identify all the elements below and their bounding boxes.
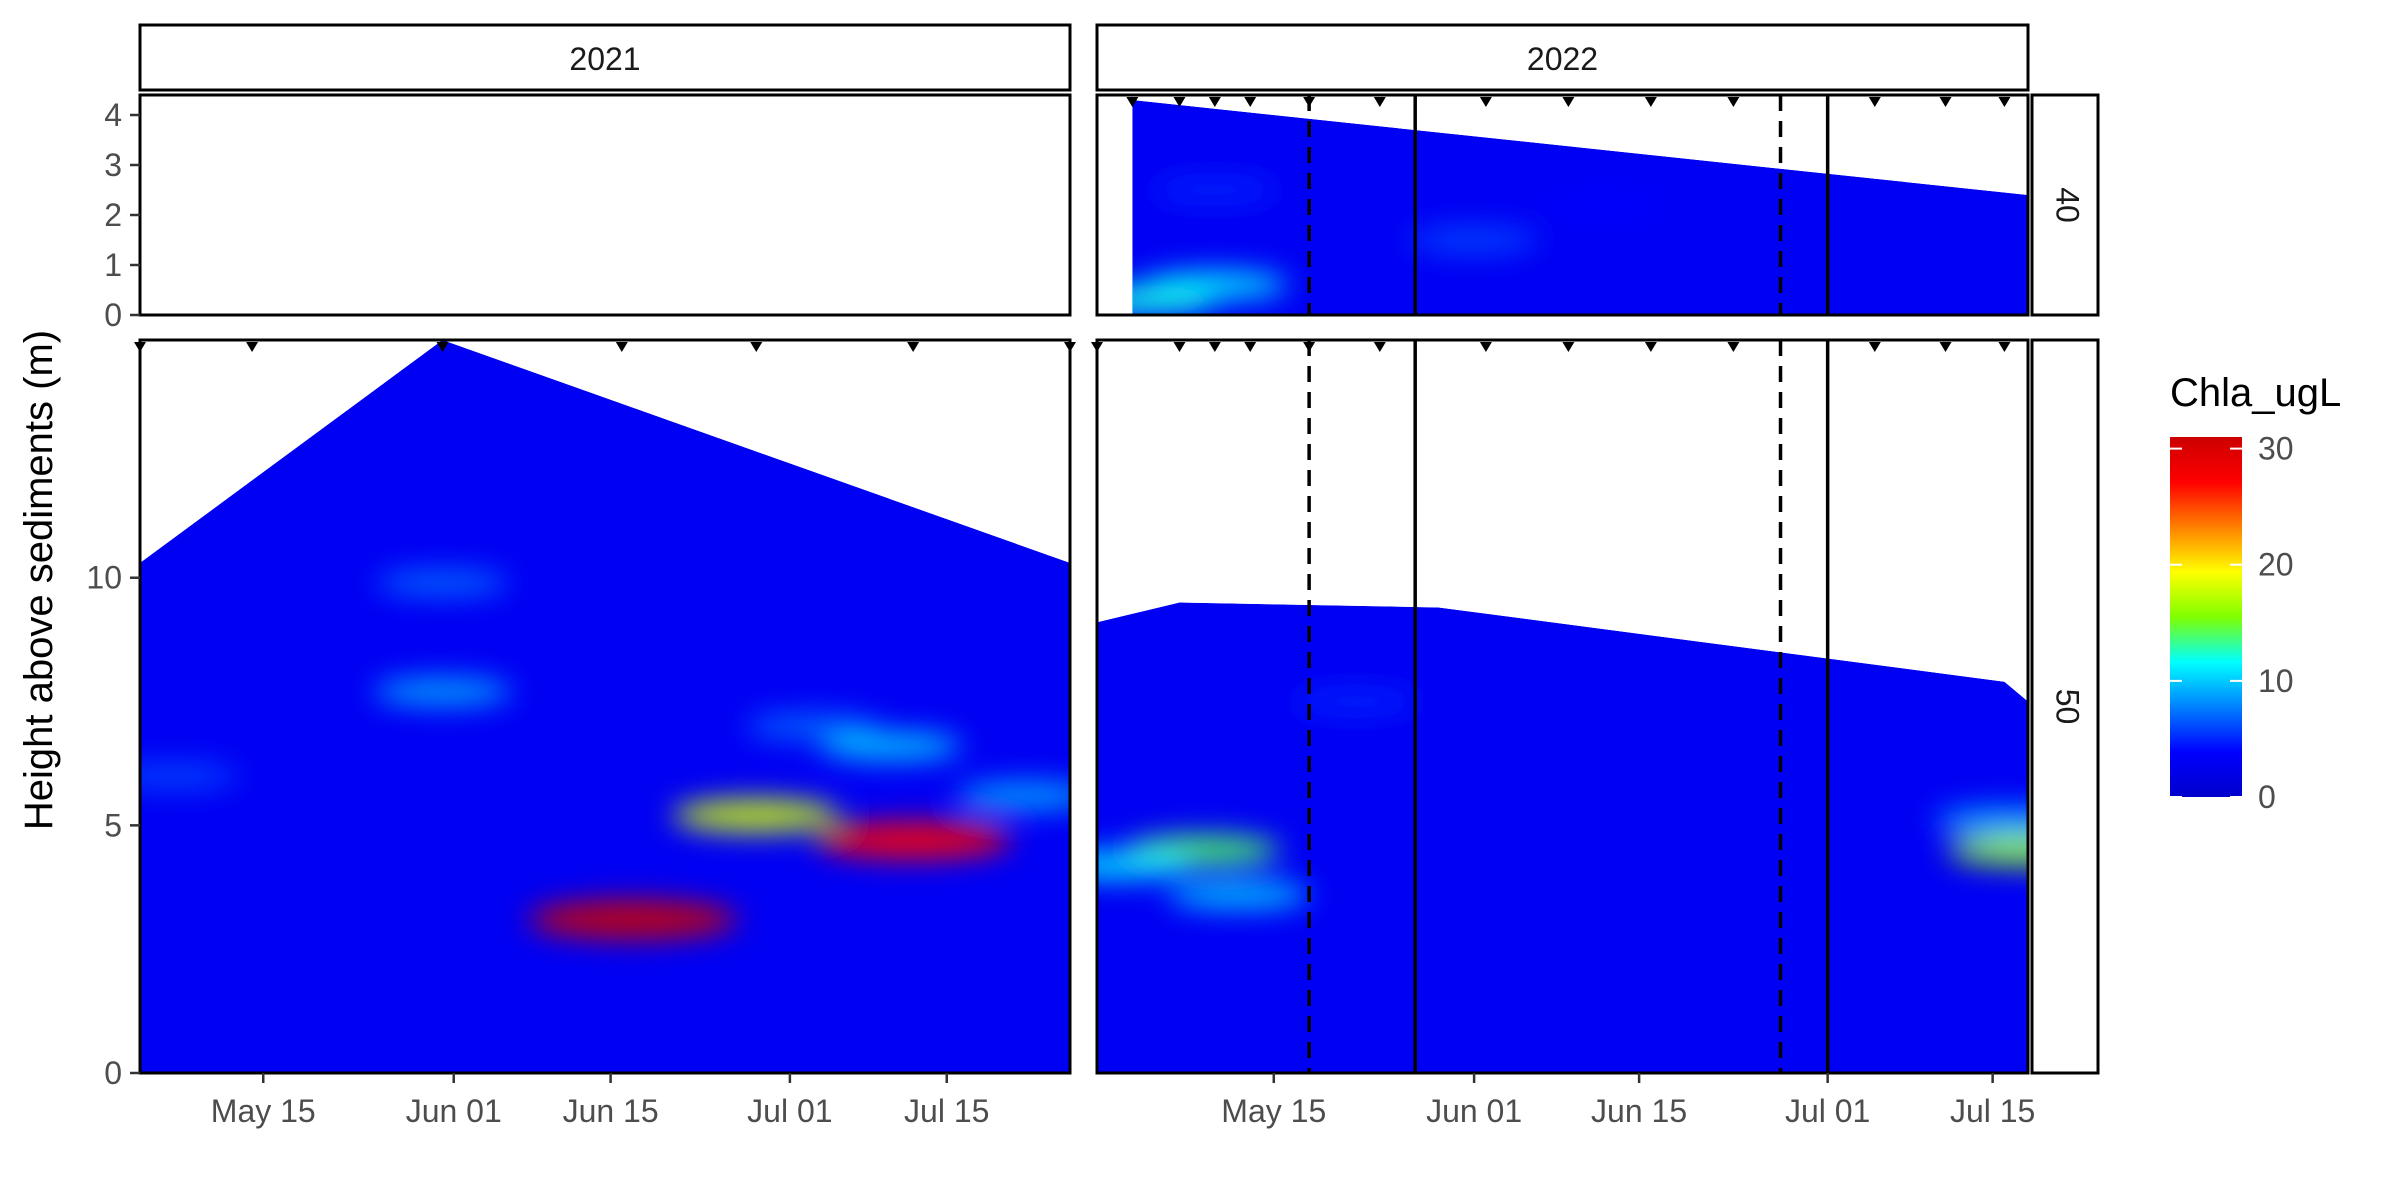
sample-marker: [1208, 342, 1221, 352]
legend-tick-label: 10: [2258, 663, 2294, 699]
y-tick-label: 0: [104, 297, 122, 333]
sample-marker: [1727, 97, 1740, 107]
y-tick-label: 5: [104, 807, 122, 843]
sample-marker: [1939, 97, 1952, 107]
heatmap-cell: [1409, 226, 1539, 254]
legend-title: Chla_ugL: [2170, 371, 2341, 415]
sample-marker: [436, 342, 449, 352]
facet-strip-40: [2030, 93, 2100, 317]
facet-strip-2022: [1095, 23, 2030, 92]
panel-border: [1095, 93, 2030, 317]
heatmap-cell: [1151, 176, 1278, 204]
sample-marker: [1562, 97, 1575, 107]
x-tick-label: Jun 15: [1591, 1093, 1687, 1129]
sample-marker: [1998, 342, 2011, 352]
heatmap-cell: [1947, 834, 2028, 867]
panel-border: [138, 338, 1072, 1075]
heatmap-area: [1097, 602, 2028, 1073]
panel-2022-50: [1091, 338, 2030, 1075]
panel-border: [1095, 338, 2030, 1075]
y-tick-label: 4: [104, 97, 122, 133]
panel-background: [140, 95, 1070, 315]
x-tick-label: Jun 15: [563, 1093, 659, 1129]
heatmap-cell: [672, 798, 841, 832]
sample-marker: [1562, 342, 1575, 352]
x-tick-label: Jul 01: [747, 1093, 832, 1129]
x-tick-label: May 15: [211, 1093, 316, 1129]
facet-strip-label: 40: [2050, 187, 2086, 223]
sample-marker: [1868, 97, 1881, 107]
sample-marker: [1998, 97, 2011, 107]
heatmap-cell: [140, 762, 239, 790]
heatmap-cell: [1132, 285, 1219, 315]
y-tick-label: 1: [104, 247, 122, 283]
heatmap-base: [1097, 602, 2028, 1073]
sample-marker: [1727, 342, 1740, 352]
x-tick-label: Jul 01: [1785, 1093, 1870, 1129]
panel-2021-40: [138, 93, 1072, 317]
legend-tick-label: 0: [2258, 779, 2276, 815]
sample-marker: [1644, 97, 1657, 107]
sample-marker: [1126, 97, 1139, 107]
y-tick-label: 3: [104, 147, 122, 183]
sample-marker: [1644, 342, 1657, 352]
sample-marker: [1868, 342, 1881, 352]
facet-strip-label: 2022: [1527, 41, 1598, 77]
heatmap-cell: [1097, 850, 1194, 880]
y-tick-label: 2: [104, 197, 122, 233]
panel-2021-50: [134, 338, 1076, 1075]
sample-marker: [1208, 97, 1221, 107]
sample-marker: [1479, 97, 1492, 107]
legend: Chla_ugL 0 10 20 30: [2170, 371, 2341, 815]
heatmap-cell: [1167, 880, 1310, 910]
legend-tick-label: 20: [2258, 547, 2294, 583]
sample-marker: [1244, 97, 1257, 107]
facet-strip-50: [2030, 338, 2100, 1075]
x-tick-label: Jun 01: [1426, 1093, 1522, 1129]
sample-marker: [1479, 342, 1492, 352]
heatmap-cell: [373, 677, 512, 706]
y-axis-label: Height above sediments (m): [17, 330, 61, 830]
sample-marker: [750, 342, 763, 352]
heatmap-area: [140, 340, 1070, 1073]
legend-colorbar: [2170, 437, 2242, 797]
sample-marker: [1244, 342, 1257, 352]
x-tick-label: Jul 15: [904, 1093, 989, 1129]
heatmap-cell: [1293, 688, 1420, 715]
heatmap-cell: [746, 712, 879, 741]
sample-marker: [615, 342, 628, 352]
heatmap-cell: [1935, 806, 2028, 835]
heatmap-area: [1132, 100, 2028, 315]
x-tick-label: Jul 15: [1950, 1093, 2035, 1129]
sample-marker: [1173, 97, 1186, 107]
heatmap-cell: [814, 821, 1012, 859]
sample-marker: [246, 342, 259, 352]
heatmap-cell: [376, 568, 509, 597]
panel-border: [138, 93, 1072, 317]
y-tick-label: 10: [86, 560, 122, 596]
facet-strip-label: 50: [2050, 689, 2086, 725]
heatmap-base: [140, 340, 1070, 1073]
heatmap-cell: [528, 899, 738, 940]
x-tick-label: May 15: [1221, 1093, 1326, 1129]
sample-marker: [907, 342, 920, 352]
sample-marker: [1173, 342, 1186, 352]
heatmap-cell: [955, 781, 1070, 810]
heatmap-cell: [1542, 192, 1666, 218]
facet-strip-label: 2021: [569, 41, 640, 77]
sample-marker: [1939, 342, 1952, 352]
facet-strip-2021: [138, 23, 1072, 92]
y-tick-label: 0: [104, 1055, 122, 1091]
heatmap-cell: [819, 731, 962, 761]
sample-marker: [1373, 342, 1386, 352]
legend-tick-label: 30: [2258, 431, 2294, 467]
x-tick-label: Jun 01: [406, 1093, 502, 1129]
panel-2022-40: [1095, 93, 2030, 317]
sample-marker: [1373, 97, 1386, 107]
